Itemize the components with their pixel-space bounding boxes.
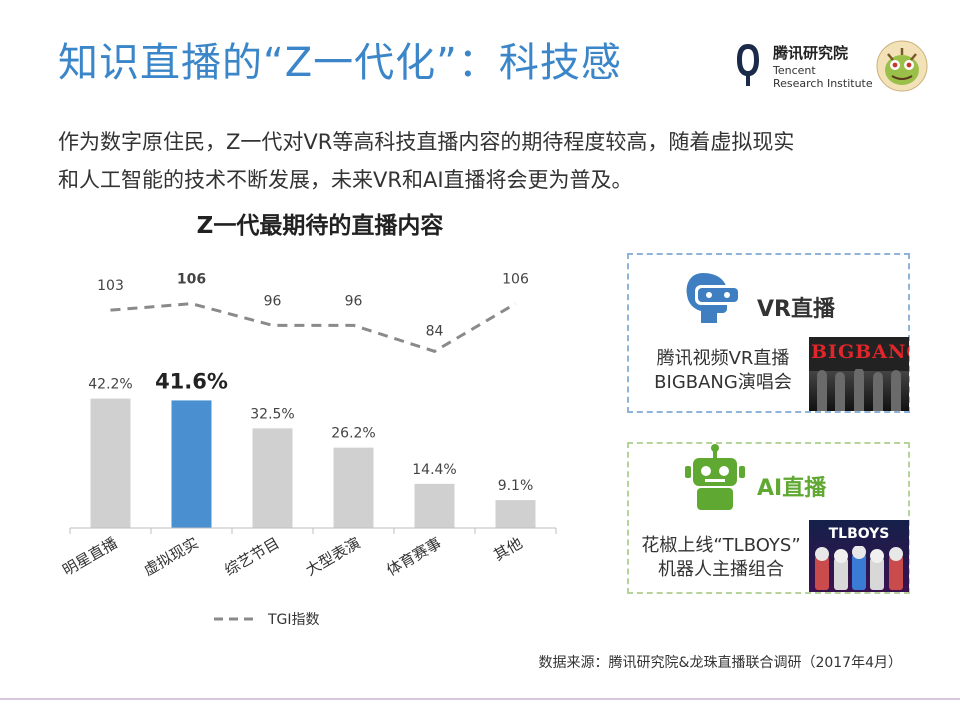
bar bbox=[171, 400, 212, 528]
ai-card-text-line: 花椒上线“TLBOYS” bbox=[641, 535, 801, 556]
vr-live-card: VR直播 腾讯视频VR直播 BIGBANG演唱会 BIGBANG bbox=[627, 253, 910, 413]
bar bbox=[333, 447, 374, 528]
tgi-value-label: 96 bbox=[345, 293, 363, 309]
bar-value-label: 9.1% bbox=[498, 478, 534, 494]
bar bbox=[495, 500, 536, 528]
bigbang-thumb-text: BIGBANG bbox=[811, 341, 909, 363]
tgi-value-label: 103 bbox=[97, 278, 124, 294]
vr-card-text-line: 腾讯视频VR直播 bbox=[656, 348, 790, 369]
intro-line: 作为数字原住民，Z一代对VR等高科技直播内容的期待程度较高，随着虚拟现实 bbox=[58, 130, 795, 154]
bar bbox=[414, 483, 455, 528]
tlboys-robots-image: TLBOYS bbox=[809, 520, 909, 592]
logo-name-cn: 腾讯研究院 bbox=[773, 44, 849, 62]
logo-name-en-1: Tencent bbox=[773, 64, 816, 77]
category-label: 明星直播 bbox=[60, 534, 121, 580]
tgi-value-label: 96 bbox=[264, 293, 282, 309]
chart: 42.2% 41.6% 32.5% 26.2% 14.4% 9.1% 明星直播 虚拟现实 综艺节… bbox=[60, 272, 557, 628]
vr-card-text: 腾讯视频VR直播 BIGBANG演唱会 bbox=[635, 347, 811, 395]
bar-value-label: 42.2% bbox=[88, 377, 132, 393]
vr-card-text-line: BIGBANG演唱会 bbox=[654, 372, 792, 393]
bar-value-label: 14.4% bbox=[412, 462, 456, 478]
intro-paragraph: 作为数字原住民，Z一代对VR等高科技直播内容的期待程度较高，随着虚拟现实 和人工… bbox=[58, 123, 918, 199]
category-label: 虚拟现实 bbox=[141, 534, 202, 580]
chart-title: Z一代最期待的直播内容 bbox=[196, 213, 444, 239]
tgi-line bbox=[110, 302, 517, 353]
tgi-value-label: 106 bbox=[177, 272, 206, 288]
category-label: 综艺节目 bbox=[222, 534, 283, 580]
tencent-research-logo: 腾讯研究院 Tencent Research Institute bbox=[735, 38, 873, 94]
logo-name-en-2: Research Institute bbox=[773, 77, 873, 90]
category-label: 其他 bbox=[491, 534, 526, 565]
category-label: 体育赛事 bbox=[384, 534, 445, 580]
data-source-note: 数据来源：腾讯研究院&龙珠直播联合调研（2017年4月） bbox=[538, 655, 902, 671]
ai-live-card: AI直播 花椒上线“TLBOYS” 机器人主播组合 TLBOYS bbox=[627, 442, 910, 594]
vr-card-title: VR直播 bbox=[757, 297, 835, 322]
tencent-logo-mark-icon bbox=[737, 44, 759, 86]
bigbang-concert-image: BIGBANG bbox=[809, 337, 909, 411]
legend-label-tgi: TGI指数 bbox=[267, 612, 320, 628]
bar-value-label: 41.6% bbox=[155, 369, 228, 393]
bar-value-label: 32.5% bbox=[250, 406, 294, 422]
intro-line: 和人工智能的技术不断发展，未来VR和AI直播将会更为普及。 bbox=[58, 168, 633, 192]
tlboys-thumb-text: TLBOYS bbox=[828, 526, 890, 542]
ai-card-title: AI直播 bbox=[757, 476, 827, 501]
bar bbox=[252, 428, 293, 528]
tgi-value-label: 84 bbox=[426, 323, 444, 339]
vr-headset-icon bbox=[686, 273, 741, 323]
bottom-divider bbox=[0, 698, 960, 700]
robot-icon bbox=[685, 444, 745, 510]
page-title: 知识直播的“Z一代化”：科技感 bbox=[58, 40, 622, 86]
bar bbox=[90, 398, 131, 528]
tgi-value-label: 106 bbox=[502, 272, 529, 288]
ai-card-text-line: 机器人主播组合 bbox=[658, 559, 784, 580]
mascot-icon bbox=[876, 40, 928, 92]
bar-value-label: 26.2% bbox=[331, 426, 375, 442]
robot-group-silhouettes bbox=[815, 546, 903, 590]
ai-card-text: 花椒上线“TLBOYS” 机器人主播组合 bbox=[631, 534, 811, 582]
category-label: 大型表演 bbox=[303, 534, 364, 580]
band-silhouettes bbox=[817, 369, 901, 411]
